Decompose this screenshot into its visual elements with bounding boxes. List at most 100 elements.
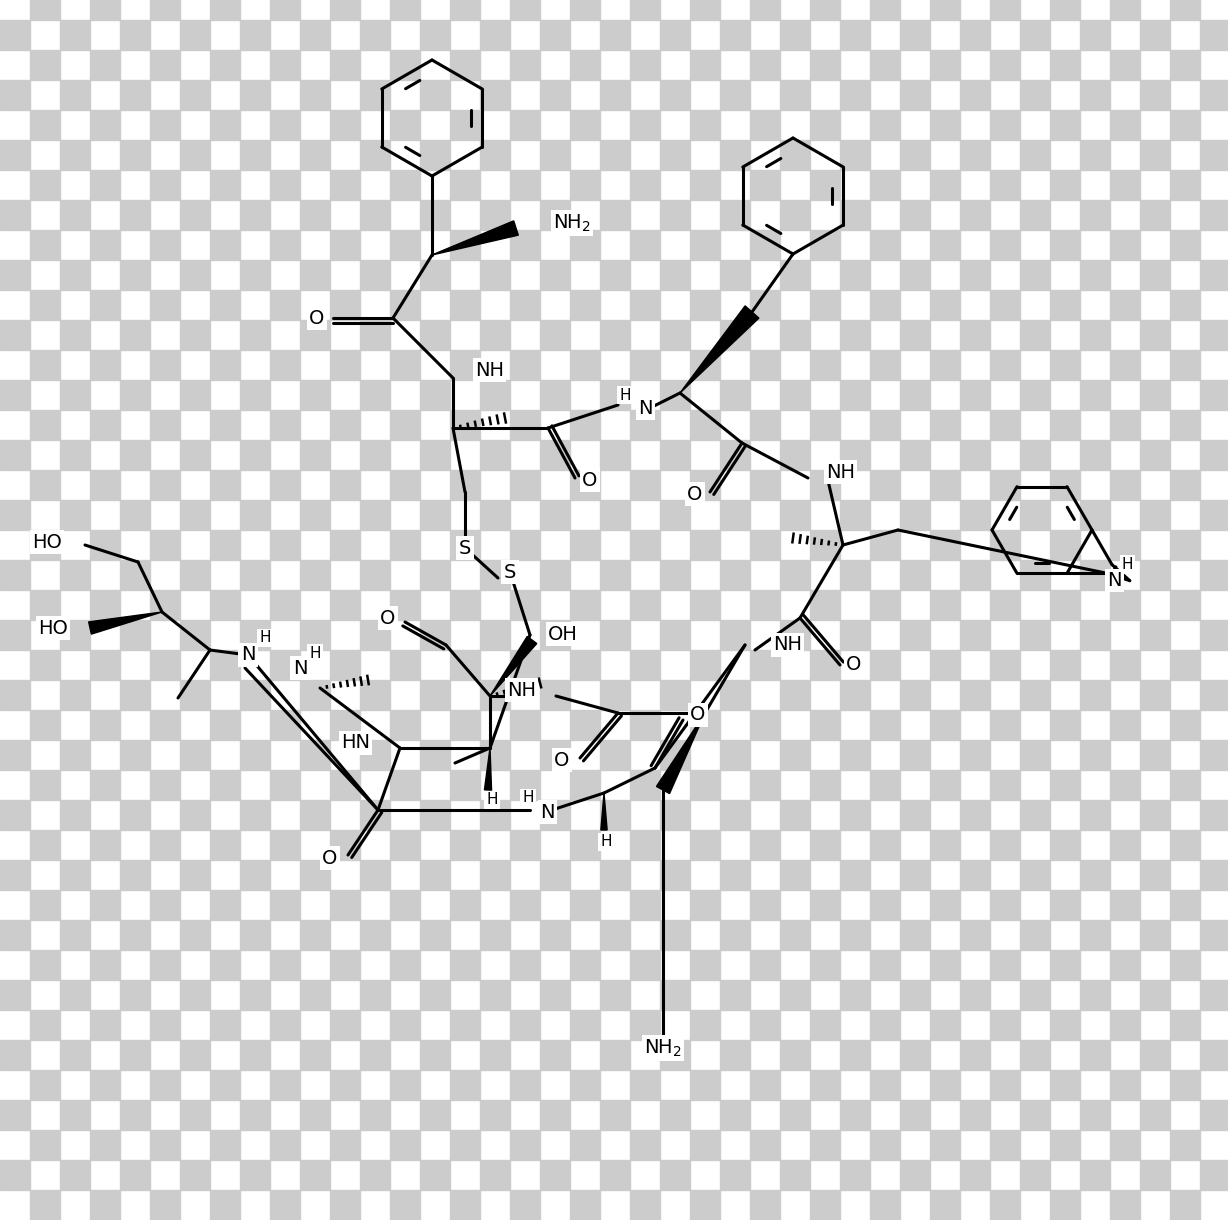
Bar	[720, 320, 750, 350]
Bar	[510, 650, 540, 680]
Bar	[1020, 1039, 1050, 1070]
Bar	[1079, 200, 1110, 231]
Bar	[300, 1160, 330, 1190]
Bar	[570, 891, 600, 920]
Bar	[900, 800, 930, 830]
Bar	[210, 1130, 239, 1160]
Bar	[630, 770, 659, 800]
Bar	[900, 260, 930, 290]
Bar	[300, 620, 330, 650]
Bar	[810, 50, 840, 81]
Bar	[210, 950, 239, 980]
Bar	[0, 260, 29, 290]
Bar	[1079, 980, 1110, 1010]
Bar	[181, 20, 210, 50]
Bar	[0, 200, 29, 231]
Bar	[570, 950, 600, 980]
Bar	[1200, 741, 1228, 770]
Bar	[90, 0, 120, 20]
Bar	[150, 830, 181, 860]
Bar	[270, 0, 300, 20]
Bar	[1079, 1100, 1110, 1130]
Bar	[270, 470, 300, 500]
Bar	[900, 1039, 930, 1070]
Bar	[1110, 950, 1140, 980]
Bar	[270, 290, 300, 320]
Bar	[360, 320, 391, 350]
Bar	[600, 680, 630, 710]
Bar	[120, 500, 150, 529]
Bar	[1050, 470, 1079, 500]
Bar	[1200, 980, 1228, 1010]
Bar	[1170, 1190, 1200, 1220]
Bar	[0, 620, 29, 650]
Bar	[1079, 500, 1110, 529]
Bar	[90, 891, 120, 920]
Bar	[570, 770, 600, 800]
Bar	[930, 290, 960, 320]
Polygon shape	[432, 221, 518, 255]
Bar	[270, 1070, 300, 1100]
Bar	[29, 590, 60, 620]
Bar	[690, 590, 720, 620]
Bar	[1110, 891, 1140, 920]
Bar	[60, 379, 90, 410]
Bar	[840, 620, 869, 650]
Bar	[510, 950, 540, 980]
Bar	[510, 0, 540, 20]
Bar	[510, 50, 540, 81]
Bar	[150, 470, 181, 500]
Bar	[690, 830, 720, 860]
Bar	[1110, 110, 1140, 140]
Bar	[600, 440, 630, 470]
Bar	[449, 231, 480, 260]
Bar	[120, 1160, 150, 1190]
Bar	[1200, 920, 1228, 950]
Bar	[1050, 590, 1079, 620]
Bar	[1200, 20, 1228, 50]
Bar	[60, 860, 90, 891]
Bar	[1050, 710, 1079, 741]
Bar	[930, 590, 960, 620]
Bar	[840, 1160, 869, 1190]
Bar	[90, 231, 120, 260]
Bar	[600, 800, 630, 830]
Bar	[29, 1010, 60, 1039]
Bar	[420, 560, 449, 590]
Bar	[1020, 620, 1050, 650]
Bar	[420, 1039, 449, 1070]
Bar	[210, 231, 239, 260]
Bar	[1200, 81, 1228, 110]
Bar	[690, 1070, 720, 1100]
Bar	[780, 379, 810, 410]
Bar	[600, 81, 630, 110]
Bar	[600, 920, 630, 950]
Bar	[449, 350, 480, 379]
Bar	[420, 81, 449, 110]
Bar	[600, 260, 630, 290]
Bar	[239, 1039, 270, 1070]
Bar	[780, 500, 810, 529]
Bar	[210, 1070, 239, 1100]
Bar	[630, 50, 659, 81]
Bar	[210, 0, 239, 20]
Bar	[540, 500, 570, 529]
Bar	[750, 891, 780, 920]
Bar	[960, 500, 990, 529]
Bar	[780, 860, 810, 891]
Bar	[360, 140, 391, 170]
Bar	[1050, 350, 1079, 379]
Text: N: N	[639, 399, 652, 417]
Bar	[510, 350, 540, 379]
Bar	[300, 320, 330, 350]
Bar	[1110, 0, 1140, 20]
Bar	[869, 650, 900, 680]
Bar	[869, 1010, 900, 1039]
Bar	[510, 170, 540, 200]
Bar	[420, 440, 449, 470]
Bar	[690, 350, 720, 379]
Bar	[510, 830, 540, 860]
Bar	[239, 200, 270, 231]
Bar	[990, 1010, 1020, 1039]
Bar	[150, 1130, 181, 1160]
